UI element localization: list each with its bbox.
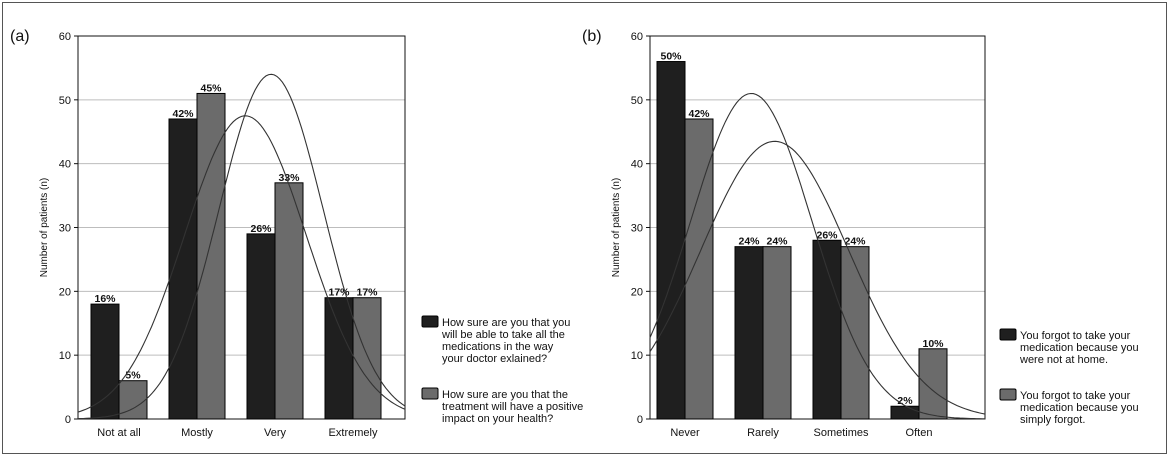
- normal-curve: [77, 73, 406, 420]
- legend-label: You forgot to take your: [1020, 330, 1131, 342]
- data-label: 24%: [844, 236, 866, 248]
- data-label: 5%: [125, 370, 141, 382]
- legend-label: How sure are you that you: [442, 317, 570, 329]
- bar: [118, 380, 148, 420]
- x-tick-label: Often: [906, 427, 933, 439]
- y-tick-label: 60: [631, 31, 643, 43]
- normal-curve: [77, 115, 406, 413]
- y-tick-label: 30: [59, 223, 71, 235]
- data-label: 50%: [660, 51, 682, 63]
- x-tick-label: Rarely: [747, 427, 779, 439]
- legend-label: were not at home.: [1019, 354, 1108, 366]
- y-axis-title: Number of patients (n): [39, 178, 50, 278]
- bar: [656, 61, 686, 420]
- bar: [840, 246, 870, 420]
- data-label: 24%: [738, 236, 760, 248]
- data-label: 2%: [897, 395, 913, 407]
- legend-label: You forgot to take your: [1020, 390, 1131, 402]
- data-label: 16%: [94, 293, 116, 305]
- panel-label: (b): [582, 28, 602, 45]
- data-label: 42%: [688, 108, 710, 120]
- y-tick-label: 60: [59, 31, 71, 43]
- x-tick-label: Not at all: [97, 427, 140, 439]
- x-tick-label: Never: [670, 427, 700, 439]
- legend-swatch: [999, 388, 1017, 401]
- normal-curve: [649, 92, 985, 420]
- y-tick-label: 10: [631, 350, 643, 362]
- figure-frame: [2, 2, 1167, 454]
- legend-label: impact on your health?: [442, 413, 553, 425]
- y-tick-label: 50: [631, 95, 643, 107]
- bar: [734, 246, 764, 420]
- data-label: 33%: [278, 172, 300, 184]
- bar: [246, 233, 276, 420]
- legend-label: medication because you: [1020, 342, 1139, 354]
- x-tick-label: Extremely: [329, 427, 378, 439]
- y-tick-label: 20: [59, 286, 71, 298]
- legend-swatch: [421, 315, 439, 328]
- legend-label: medication because you: [1020, 402, 1139, 414]
- legend-swatch: [999, 328, 1017, 341]
- y-tick-label: 0: [65, 414, 71, 426]
- data-label: 26%: [816, 229, 838, 241]
- y-tick-label: 10: [59, 350, 71, 362]
- x-tick-label: Sometimes: [813, 427, 869, 439]
- legend-label: will be able to take all the: [441, 329, 565, 341]
- bar: [918, 348, 948, 420]
- normal-curve: [649, 140, 986, 415]
- chart-panel-b: (b) 0 10 20 30 40 50 60 Number of patients (n) 50…: [582, 28, 1139, 439]
- bar: [196, 92, 226, 420]
- legend-label: your doctor exlained?: [442, 353, 547, 365]
- y-tick-label: 40: [59, 159, 71, 171]
- bar: [762, 246, 792, 420]
- data-label: 17%: [356, 287, 378, 299]
- y-tick-label: 20: [631, 286, 643, 298]
- legend-label: simply forgot.: [1020, 414, 1085, 426]
- y-tick-label: 0: [637, 414, 643, 426]
- legend-swatch: [421, 387, 439, 400]
- data-label: 10%: [922, 338, 944, 350]
- x-tick-label: Mostly: [181, 427, 213, 439]
- data-label: 26%: [250, 223, 272, 235]
- bar: [684, 118, 714, 420]
- bar: [352, 297, 382, 420]
- panel-label: (a): [10, 28, 30, 45]
- bar: [890, 405, 920, 420]
- y-axis-title: Number of patients (n): [611, 178, 622, 278]
- legend-label: medications in the way: [442, 341, 554, 353]
- chart-panel-a: (a) 0 10 20 30 40 50 60 Number of patients (n) 16…: [10, 28, 583, 439]
- data-label: 24%: [766, 236, 788, 248]
- y-tick-label: 50: [59, 95, 71, 107]
- data-label: 45%: [200, 82, 222, 94]
- data-label: 42%: [172, 108, 194, 120]
- y-tick-label: 30: [631, 223, 643, 235]
- bar: [90, 303, 120, 420]
- bar: [324, 297, 354, 420]
- legend-label: How sure are you that the: [442, 389, 568, 401]
- y-tick-label: 40: [631, 159, 643, 171]
- legend-label: treatment will have a positive: [442, 401, 583, 413]
- x-tick-label: Very: [264, 427, 287, 439]
- bar: [274, 182, 304, 420]
